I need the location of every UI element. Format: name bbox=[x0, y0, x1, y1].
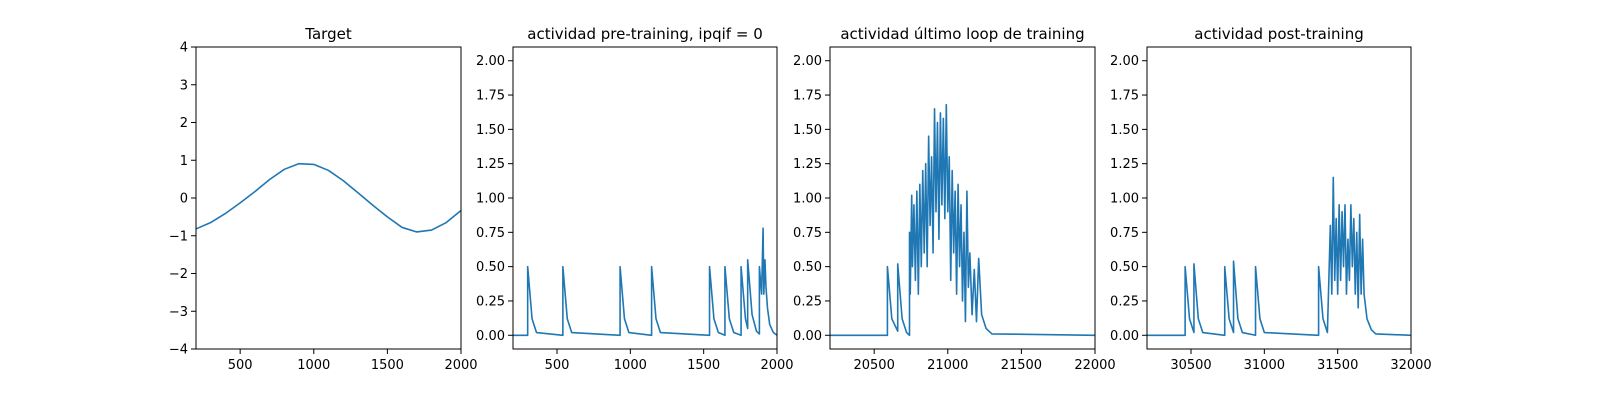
subplot-title: Target bbox=[304, 25, 352, 43]
y-tick-label: −4 bbox=[169, 343, 188, 358]
y-tick-label: 0.75 bbox=[476, 226, 505, 241]
x-tick-label: 31000 bbox=[1244, 358, 1285, 373]
subplot-1: 500 1000 1500 2000 −4 −3 −2 −1 0 1 2 3 4 Target bbox=[169, 25, 478, 373]
series-line-1 bbox=[1147, 176, 1411, 337]
y-tick-label: 2 bbox=[180, 116, 188, 131]
series-line-1 bbox=[513, 227, 777, 337]
y-tick-label: 0.00 bbox=[793, 329, 822, 344]
x-tick-label: 1000 bbox=[297, 358, 330, 373]
subplot-3: 20500 21000 21500 22000 0.00 0.25 0.50 0.75 1.00… bbox=[793, 25, 1116, 373]
x-tick-label: 1500 bbox=[371, 358, 404, 373]
y-tick-label: 4 bbox=[180, 41, 188, 56]
series-line-1 bbox=[830, 103, 1095, 337]
y-tick-label: 1.50 bbox=[793, 123, 822, 138]
y-tick-label: 1.50 bbox=[476, 123, 505, 138]
y-tick-label: 0.25 bbox=[1110, 294, 1139, 309]
y-tick-label: 1.75 bbox=[793, 89, 822, 104]
x-tick-label: 32000 bbox=[1390, 358, 1431, 373]
series-line-1 bbox=[196, 162, 461, 233]
y-tick-label: 1 bbox=[180, 154, 188, 169]
x-tick-label: 500 bbox=[545, 358, 570, 373]
x-tick-label: 20500 bbox=[853, 358, 894, 373]
y-tick-label: 0.25 bbox=[476, 294, 505, 309]
y-tick-label: 0.50 bbox=[476, 260, 505, 275]
y-tick-label: 0.25 bbox=[793, 294, 822, 309]
x-tick-label: 21000 bbox=[927, 358, 968, 373]
subplot-grid: 500 1000 1500 2000 −4 −3 −2 −1 0 1 2 3 4 Target 500 100… bbox=[169, 25, 1432, 373]
subplot-2: 500 1000 1500 2000 0.00 0.25 0.50 0.75 1.00 1.25 1… bbox=[476, 25, 794, 373]
y-tick-label: 2.00 bbox=[1110, 54, 1139, 69]
y-tick-label: −3 bbox=[169, 305, 188, 320]
y-tick-label: 1.00 bbox=[793, 192, 822, 207]
y-tick-label: 0.75 bbox=[1110, 226, 1139, 241]
subplot-title: actividad último loop de training bbox=[840, 25, 1084, 43]
y-tick-label: 0.00 bbox=[476, 329, 505, 344]
y-tick-label: 1.00 bbox=[476, 192, 505, 207]
y-tick-label: 0.50 bbox=[1110, 260, 1139, 275]
x-tick-label: 21500 bbox=[1001, 358, 1042, 373]
y-tick-label: 0.00 bbox=[1110, 329, 1139, 344]
subplot-title: actividad pre-training, ipqif = 0 bbox=[527, 25, 763, 43]
x-tick-label: 1500 bbox=[687, 358, 720, 373]
y-tick-label: 1.25 bbox=[476, 157, 505, 172]
y-tick-label: 1.50 bbox=[1110, 123, 1139, 138]
y-tick-label: 1.25 bbox=[793, 157, 822, 172]
subplot-4: 30500 31000 31500 32000 0.00 0.25 0.50 0.75 1.00… bbox=[1110, 25, 1432, 373]
y-tick-label: 1.75 bbox=[1110, 89, 1139, 104]
x-tick-label: 2000 bbox=[760, 358, 793, 373]
y-tick-label: 0.75 bbox=[793, 226, 822, 241]
y-tick-label: 2.00 bbox=[793, 54, 822, 69]
y-tick-label: 3 bbox=[180, 78, 188, 93]
subplot-title: actividad post-training bbox=[1194, 25, 1363, 43]
y-tick-label: 1.25 bbox=[1110, 157, 1139, 172]
y-tick-label: −1 bbox=[169, 229, 188, 244]
x-tick-label: 31500 bbox=[1317, 358, 1358, 373]
y-tick-label: 0.50 bbox=[793, 260, 822, 275]
y-tick-label: 2.00 bbox=[476, 54, 505, 69]
x-tick-label: 30500 bbox=[1170, 358, 1211, 373]
y-tick-label: 1.75 bbox=[476, 89, 505, 104]
x-tick-label: 500 bbox=[228, 358, 253, 373]
y-tick-label: −2 bbox=[169, 267, 188, 282]
y-tick-label: 0 bbox=[180, 192, 188, 207]
x-tick-label: 2000 bbox=[444, 358, 477, 373]
x-tick-label: 1000 bbox=[614, 358, 647, 373]
y-tick-label: 1.00 bbox=[1110, 192, 1139, 207]
x-tick-label: 22000 bbox=[1074, 358, 1115, 373]
